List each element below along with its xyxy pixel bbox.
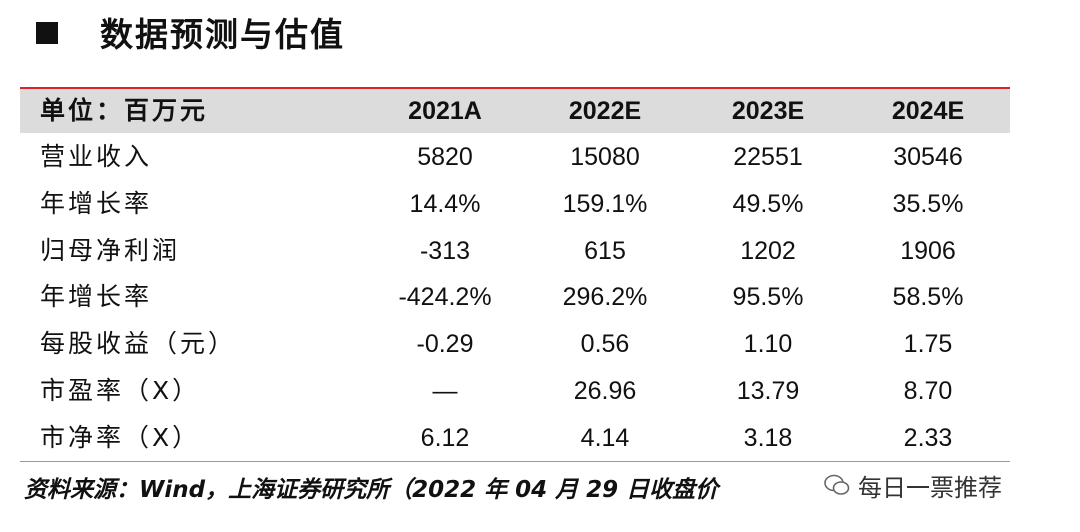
column-header: 2024E bbox=[891, 97, 965, 125]
header-rule bbox=[20, 87, 1010, 89]
watermark: 每日一票推荐 bbox=[818, 468, 1008, 502]
table-cell: 1.10 bbox=[743, 330, 793, 359]
table-cell: -424.2% bbox=[398, 283, 492, 312]
column-header: 2023E bbox=[731, 97, 805, 125]
row-label: 每股收益（元） bbox=[40, 329, 237, 359]
table-cell: 30546 bbox=[893, 143, 963, 171]
table-cell: 3.18 bbox=[743, 423, 793, 452]
table-cell: 13.79 bbox=[736, 377, 800, 405]
title: 数据预测与估值 bbox=[100, 15, 345, 54]
table-cell: 159.1% bbox=[562, 189, 648, 218]
table-cell: 0.56 bbox=[580, 330, 630, 359]
table-cell: 1.75 bbox=[903, 330, 953, 359]
table-cell: 22551 bbox=[733, 143, 803, 171]
table-cell: 615 bbox=[584, 236, 626, 265]
header-background bbox=[20, 89, 1010, 133]
wechat-icon bbox=[824, 474, 850, 495]
table-cell: 1906 bbox=[900, 236, 956, 265]
row-label: 年增长率 bbox=[40, 282, 153, 312]
table-cell: 2.33 bbox=[903, 423, 953, 452]
table-cell: 35.5% bbox=[892, 189, 964, 218]
table-cell: 14.4% bbox=[409, 189, 481, 218]
table-cell: -313 bbox=[419, 236, 471, 265]
table-cell: 26.96 bbox=[573, 377, 637, 405]
title-square bbox=[36, 22, 58, 44]
row-label: 归母净利润 bbox=[40, 235, 181, 265]
table-cell: -0.29 bbox=[416, 330, 474, 359]
column-header: 2022E bbox=[568, 97, 642, 125]
row-label: 市净率（X） bbox=[40, 422, 201, 452]
table-cell: 4.14 bbox=[580, 423, 630, 452]
table-cell: 49.5% bbox=[732, 189, 804, 218]
source-note: 资料来源：Wind，上海证券研究所（2022 年 04 月 29 日收盘价 bbox=[24, 477, 719, 503]
table-cell: 296.2% bbox=[562, 283, 648, 312]
title-block: 数据预测与估值 bbox=[36, 8, 345, 56]
row-label: 营业收入 bbox=[40, 142, 153, 171]
table-cell: 15080 bbox=[570, 143, 640, 171]
table-cell: 8.70 bbox=[903, 377, 953, 405]
unit-label: 单位：百万元 bbox=[40, 96, 209, 125]
table-cell: 95.5% bbox=[732, 283, 804, 312]
table-cell: 5820 bbox=[417, 143, 473, 171]
table-cell: 58.5% bbox=[892, 283, 964, 312]
bottom-rule bbox=[20, 461, 1010, 462]
table-cell: 1202 bbox=[740, 236, 796, 265]
row-label: 市盈率（X） bbox=[40, 376, 201, 405]
column-header: 2021A bbox=[408, 97, 482, 125]
table-cell: 6.12 bbox=[420, 423, 470, 452]
table-cell: — bbox=[432, 377, 458, 405]
watermark-text: 每日一票推荐 bbox=[858, 473, 1002, 502]
row-label: 年增长率 bbox=[40, 188, 153, 218]
